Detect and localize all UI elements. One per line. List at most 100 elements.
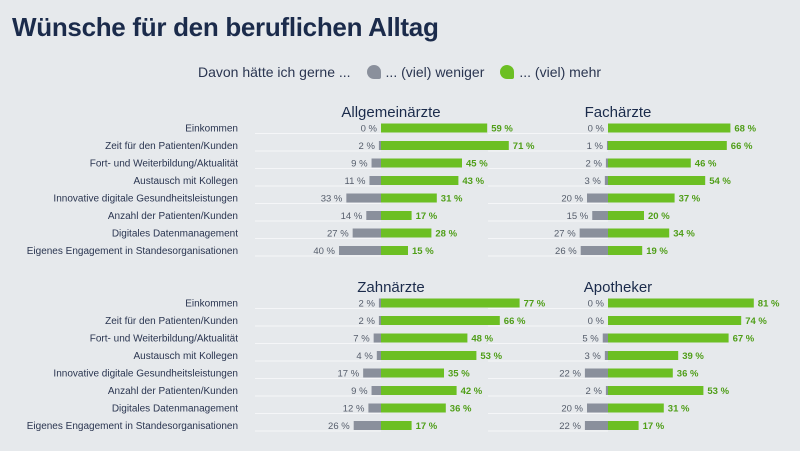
bar-more bbox=[608, 351, 679, 360]
bar-less bbox=[352, 228, 381, 238]
value-less-label: 9 % bbox=[351, 386, 368, 397]
bar-less bbox=[346, 193, 381, 203]
bar-less bbox=[371, 386, 381, 395]
bar-more bbox=[608, 228, 670, 238]
bar-less bbox=[579, 228, 608, 238]
value-more-label: 35 % bbox=[448, 369, 470, 380]
bar-less bbox=[378, 141, 381, 150]
row-label: Digitales Datenmanagement bbox=[112, 404, 238, 415]
value-less-label: 0 % bbox=[588, 124, 605, 135]
row-label: Innovative digitale Gesundheitsleistunge… bbox=[53, 194, 238, 205]
bar-less bbox=[378, 316, 381, 325]
bar-more bbox=[381, 211, 412, 220]
value-less-label: 40 % bbox=[313, 246, 335, 257]
bar-less bbox=[604, 351, 608, 360]
bar-less bbox=[605, 386, 608, 395]
bar-more bbox=[381, 141, 509, 150]
bar-less bbox=[371, 158, 381, 168]
value-less-label: 27 % bbox=[327, 229, 349, 240]
bar-less bbox=[363, 368, 381, 378]
bar-less bbox=[378, 298, 381, 308]
bar-more bbox=[381, 176, 459, 185]
value-more-label: 54 % bbox=[709, 176, 731, 187]
legend-less-swatch bbox=[366, 65, 381, 79]
bar-more bbox=[608, 421, 639, 430]
value-less-label: 2 % bbox=[586, 159, 603, 170]
value-more-label: 46 % bbox=[695, 159, 717, 170]
row-label: Austausch mit Kollegen bbox=[133, 176, 238, 187]
value-less-label: 2 % bbox=[359, 141, 376, 152]
bar-less bbox=[592, 211, 608, 220]
bar-less bbox=[584, 421, 608, 430]
value-less-label: 22 % bbox=[559, 369, 581, 380]
value-more-label: 81 % bbox=[758, 299, 780, 310]
bar-more bbox=[608, 298, 754, 308]
bar-more bbox=[381, 333, 468, 343]
row-label: Einkommen bbox=[185, 299, 238, 310]
value-more-label: 53 % bbox=[707, 386, 729, 397]
bar-more bbox=[608, 141, 727, 150]
bar-more bbox=[381, 158, 462, 168]
row-label: Digitales Datenmanagement bbox=[112, 229, 238, 240]
bar-less bbox=[373, 333, 381, 343]
bar-more bbox=[608, 333, 729, 343]
legend-intro: Davon hätte ich gerne ... bbox=[198, 64, 351, 80]
value-more-label: 66 % bbox=[504, 316, 526, 327]
value-less-label: 9 % bbox=[351, 159, 368, 170]
bar-less bbox=[368, 403, 381, 413]
value-more-label: 17 % bbox=[643, 421, 665, 432]
value-less-label: 4 % bbox=[356, 351, 373, 362]
value-less-label: 0 % bbox=[588, 316, 605, 327]
bar-more bbox=[608, 368, 673, 378]
bar-less bbox=[606, 141, 608, 150]
bar-less bbox=[339, 246, 381, 255]
value-more-label: 15 % bbox=[412, 246, 434, 257]
bar-more bbox=[381, 316, 500, 325]
bar-more bbox=[381, 421, 412, 430]
value-less-label: 11 % bbox=[344, 176, 366, 187]
row-label: Anzahl der Patienten/Kunden bbox=[108, 386, 238, 397]
value-more-label: 45 % bbox=[466, 159, 488, 170]
bar-more bbox=[381, 386, 457, 395]
value-less-label: 26 % bbox=[328, 421, 350, 432]
value-less-label: 26 % bbox=[555, 246, 577, 257]
panel-title: Apotheker bbox=[584, 279, 652, 296]
value-less-label: 12 % bbox=[343, 404, 365, 415]
bar-less bbox=[584, 368, 608, 378]
bar-more bbox=[608, 246, 643, 255]
value-more-label: 39 % bbox=[682, 351, 704, 362]
row-label: Austausch mit Kollegen bbox=[133, 351, 238, 362]
value-more-label: 28 % bbox=[435, 229, 457, 240]
bar-more bbox=[608, 193, 675, 203]
bar-less bbox=[580, 246, 608, 255]
bar-more bbox=[608, 403, 664, 413]
panel-title: Allgemeinärzte bbox=[341, 104, 440, 121]
value-less-label: 1 % bbox=[587, 141, 604, 152]
bar-more bbox=[608, 123, 731, 133]
bar-more bbox=[381, 368, 444, 378]
value-more-label: 36 % bbox=[450, 404, 472, 415]
row-label: Innovative digitale Gesundheitsleistunge… bbox=[53, 369, 238, 380]
bar-less bbox=[587, 193, 608, 203]
bar-more bbox=[381, 403, 446, 413]
bar-more bbox=[381, 193, 437, 203]
value-less-label: 5 % bbox=[582, 334, 599, 345]
chart-title: Wünsche für den beruflichen Alltag bbox=[12, 12, 439, 42]
value-more-label: 68 % bbox=[734, 124, 756, 135]
value-less-label: 20 % bbox=[561, 194, 583, 205]
value-more-label: 43 % bbox=[462, 176, 484, 187]
bar-less bbox=[604, 176, 608, 185]
row-label: Fort- und Weiterbildung/Aktualität bbox=[90, 159, 238, 170]
value-less-label: 3 % bbox=[584, 176, 601, 187]
value-less-label: 0 % bbox=[588, 299, 605, 310]
value-more-label: 31 % bbox=[441, 194, 463, 205]
bar-less bbox=[602, 333, 608, 343]
value-more-label: 71 % bbox=[513, 141, 535, 152]
value-less-label: 15 % bbox=[567, 211, 589, 222]
value-more-label: 59 % bbox=[491, 124, 513, 135]
bar-less bbox=[376, 351, 381, 360]
value-more-label: 17 % bbox=[416, 421, 438, 432]
value-less-label: 3 % bbox=[584, 351, 601, 362]
value-less-label: 14 % bbox=[341, 211, 363, 222]
